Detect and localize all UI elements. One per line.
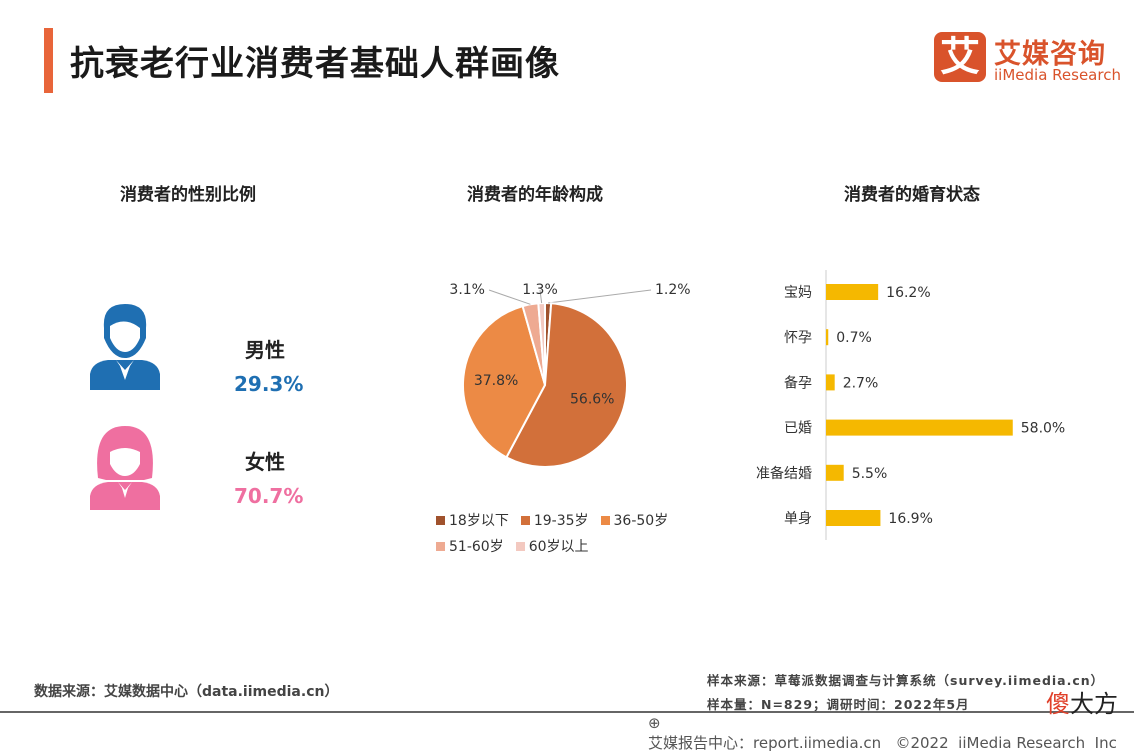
- pie-label-1: 56.6%: [570, 392, 614, 408]
- marital-title: 消费者的婚育状态: [844, 185, 980, 205]
- legend-swatch: [515, 541, 525, 551]
- bar-value-2: 2.7%: [843, 375, 879, 391]
- page-title: 抗衰老行业消费者基础人群画像: [70, 44, 560, 84]
- female-label: 女性: [245, 450, 285, 474]
- title-accent-bar: [44, 28, 53, 93]
- bar-category-5: 单身: [784, 511, 812, 527]
- bar-category-0: 宝妈: [784, 285, 812, 301]
- gender-title: 消费者的性别比例: [120, 185, 256, 205]
- legend-label: 36-50岁: [613, 513, 669, 529]
- bar-value-0: 16.2%: [886, 285, 930, 301]
- pie-label-4: 1.3%: [522, 282, 558, 298]
- pie-label-2: 37.8%: [474, 373, 518, 389]
- sample-source: 样本来源：草莓派数据调查与计算系统（survey.iimedia.cn）: [707, 673, 1105, 688]
- pie-leader-0: [548, 289, 652, 304]
- bar-category-3: 已婚: [784, 421, 812, 437]
- bar-0: [826, 284, 879, 300]
- logo-en: iiMedia Research: [994, 66, 1121, 84]
- bar-1: [826, 329, 829, 346]
- legend-item-2: 36-50岁: [600, 510, 669, 530]
- bar-value-3: 58.0%: [1021, 421, 1065, 437]
- pie-leader-3: [488, 289, 531, 305]
- pie-slice-4: [537, 301, 546, 386]
- legend-item-3: 51-60岁: [436, 536, 504, 556]
- legend-swatch: [520, 515, 530, 525]
- pie-slice-1: [505, 302, 628, 468]
- footer-divider: [0, 711, 1134, 713]
- bar-category-4: 准备结婚: [756, 465, 812, 482]
- age-legend: 18岁以下 19-35岁 36-50岁 51-60岁 60岁以上: [436, 510, 696, 556]
- logo-mark: 艾: [934, 32, 986, 82]
- legend-item-4: 60岁以上: [515, 536, 589, 556]
- footer-report-center: ⊕ 艾媒报告中心：report.iimedia.cn ©2022 iiMedia…: [648, 714, 1134, 753]
- legend-swatch: [436, 541, 445, 551]
- sample-size: 样本量：N=829；调研时间：2022年5月: [707, 697, 970, 712]
- marital-bar-chart: 宝妈 16.2% 怀孕 0.7% 备孕 2.7% 已婚 58.0% 准备结婚 5.5% 单身 16.9…: [756, 270, 1065, 540]
- bar-5: [826, 510, 881, 526]
- pie-label-3: 3.1%: [449, 282, 485, 298]
- legend-swatch: [600, 515, 610, 525]
- globe-icon: ⊕: [648, 714, 661, 732]
- female-icon: [90, 426, 160, 510]
- male-icon: [90, 304, 160, 390]
- logo-cn: 艾媒咨询: [994, 39, 1106, 70]
- legend-swatch: [436, 515, 445, 525]
- watermark: 傻大方: [1046, 684, 1118, 719]
- legend-item-0: 18岁以下: [436, 510, 509, 530]
- bar-value-4: 5.5%: [852, 466, 888, 482]
- legend-item-1: 19-35岁: [520, 510, 589, 530]
- watermark-b: 大方: [1070, 690, 1118, 718]
- bar-category-1: 怀孕: [784, 330, 812, 346]
- bar-4: [826, 464, 844, 481]
- legend-label: 18岁以下: [449, 513, 509, 529]
- female-value: 70.7%: [234, 484, 304, 508]
- pie-label-0: 1.2%: [655, 282, 691, 298]
- legend-label: 19-35岁: [533, 513, 589, 529]
- bar-category-2: 备孕: [784, 374, 812, 391]
- legend-label: 60岁以上: [528, 539, 589, 555]
- legend-label: 51-60岁: [449, 539, 504, 555]
- bar-2: [826, 374, 835, 391]
- male-value: 29.3%: [234, 372, 304, 396]
- bar-value-5: 16.9%: [888, 511, 932, 527]
- age-title: 消费者的年龄构成: [467, 185, 603, 205]
- watermark-a: 傻: [1046, 690, 1070, 718]
- data-source: 数据来源：艾媒数据中心（data.iimedia.cn）: [34, 684, 339, 700]
- age-pie-chart: 1.2% 56.6% 37.8% 3.1% 1.3%: [449, 282, 691, 468]
- pie-leader-4: [539, 289, 543, 304]
- bar-3: [826, 419, 1013, 436]
- male-label: 男性: [245, 338, 285, 362]
- bar-value-1: 0.7%: [836, 330, 872, 346]
- pie-slice-2: [462, 304, 547, 459]
